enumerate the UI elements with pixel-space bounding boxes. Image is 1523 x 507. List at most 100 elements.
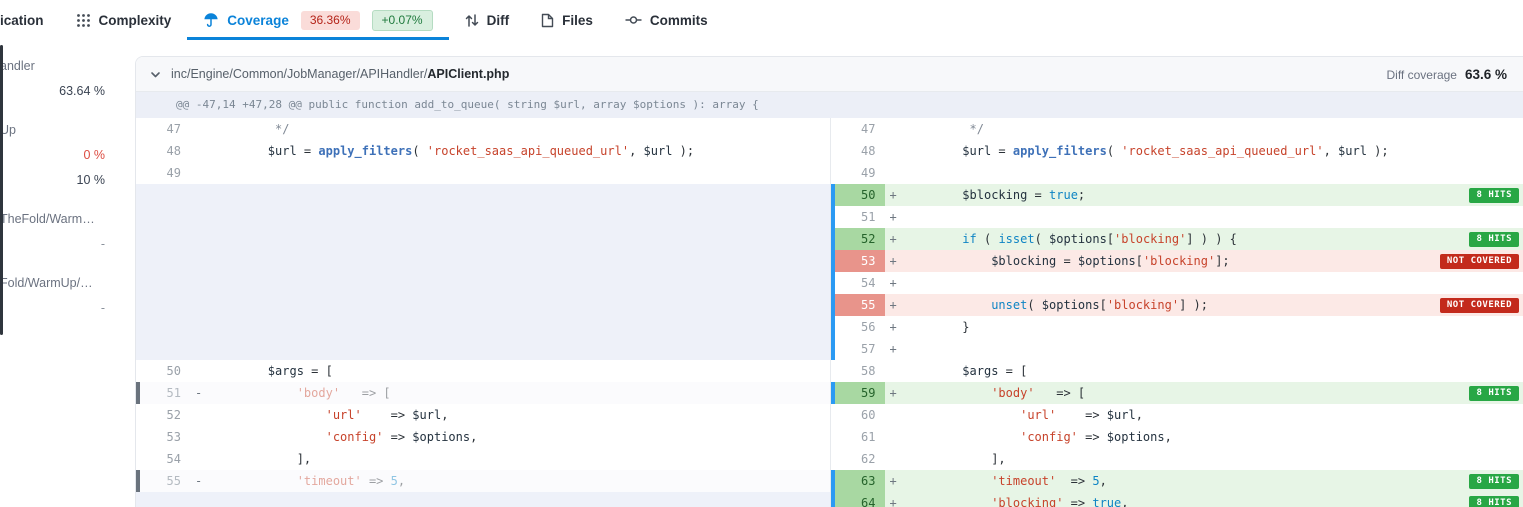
tab-coverage-label: Coverage — [227, 12, 289, 28]
diff-row: 53 'config' => $options, 61 'config' => $… — [136, 426, 1523, 448]
change-marker — [190, 448, 210, 470]
line-number[interactable]: 59 — [834, 382, 885, 404]
line-number[interactable]: 63 — [834, 470, 885, 492]
diff-line-left — [136, 272, 830, 294]
diff-row: 51 + — [136, 206, 1523, 228]
line-number[interactable]: 50 — [166, 364, 181, 378]
sidebar-item-up[interactable]: Up 0 % 10 % — [0, 118, 135, 193]
line-number[interactable]: 56 — [861, 320, 876, 334]
sidebar-item-handler[interactable]: andler 63.64 % — [0, 54, 135, 104]
file-header[interactable]: inc/Engine/Common/JobManager/APIHandler/… — [136, 57, 1523, 92]
line-number[interactable]: 54 — [166, 452, 181, 466]
change-marker — [885, 118, 905, 140]
change-marker — [885, 140, 905, 162]
line-number[interactable]: 53 — [166, 430, 181, 444]
code-line: $url = apply_filters( 'rocket_saas_api_q… — [962, 144, 1389, 158]
line-number[interactable]: 51 — [861, 210, 876, 224]
line-number[interactable]: 47 — [861, 122, 876, 136]
line-number[interactable]: 60 — [861, 408, 876, 422]
diff-row: 47 */47 */ — [136, 118, 1523, 140]
change-marker — [190, 360, 210, 382]
code-line: ], — [210, 452, 312, 466]
diff-line-left: 51- 'body' => [ — [136, 382, 830, 404]
sidebar-item-label: Up — [0, 123, 16, 137]
line-number[interactable]: 54 — [861, 276, 876, 290]
change-strip — [830, 250, 835, 272]
coverage-badge: 8 HITS — [1469, 495, 1519, 507]
code-line: unset( $options['blocking'] ); — [991, 298, 1208, 312]
coverage-badge: 8 HITS — [1469, 231, 1519, 247]
line-number[interactable]: 48 — [861, 144, 876, 158]
line-number[interactable]: 52 — [834, 228, 885, 250]
diff-line-right: 50 + $blocking = true; 8 HITS — [829, 184, 1523, 206]
coverage-badge: 8 HITS — [1469, 473, 1519, 489]
tab-ication-label: ication — [0, 12, 44, 28]
code-line: $args = [ — [962, 364, 1028, 378]
diff-row: 52 + if ( isset( $options['blocking'] ) )… — [136, 228, 1523, 250]
line-number[interactable]: 52 — [166, 408, 181, 422]
diff-row: 51- 'body' => [59 + 'body' => [8 HITS — [136, 382, 1523, 404]
code-line: $blocking = true; — [962, 188, 1086, 202]
code-line: $args = [ — [267, 364, 333, 378]
line-number[interactable]: 49 — [861, 166, 876, 180]
code-line: 'url' => $url, — [1020, 408, 1143, 422]
sidebar-item-coverage: 10 % — [76, 173, 106, 187]
line-number[interactable]: 61 — [861, 430, 876, 444]
line-number[interactable]: 50 — [834, 184, 885, 206]
file-tree-sidebar: andler 63.64 % Up 0 % 10 % TheFold/Warm…… — [0, 40, 135, 507]
file-diff-card: inc/Engine/Common/JobManager/APIHandler/… — [135, 56, 1523, 507]
code-line — [210, 162, 830, 184]
sidebar-item-label: Fold/WarmUp/… — [0, 276, 93, 290]
code-line: $blocking = $options['blocking']; — [991, 254, 1230, 268]
chevron-down-icon[interactable] — [150, 69, 161, 80]
tab-complexity-label: Complexity — [98, 12, 172, 28]
sidebar-item-fold-warmup[interactable]: Fold/WarmUp/… - — [0, 271, 135, 321]
change-marker: + — [889, 276, 897, 290]
tab-files-label: Files — [562, 12, 593, 28]
line-number[interactable]: 62 — [861, 452, 876, 466]
commits-icon — [625, 13, 642, 27]
tab-diff-label: Diff — [486, 12, 510, 28]
line-number[interactable]: 58 — [861, 364, 876, 378]
coverage-badge: 8 HITS — [1469, 385, 1519, 401]
change-marker: - — [195, 474, 203, 488]
diff-line-left: 47 */ — [136, 118, 830, 140]
coverage-delta-badge: +0.07% — [371, 9, 433, 31]
line-number[interactable]: 55 — [834, 294, 885, 316]
line-number[interactable]: 51 — [166, 386, 181, 400]
tab-commits[interactable]: Commits — [609, 0, 724, 40]
line-number[interactable]: 53 — [834, 250, 885, 272]
diff-line-right: 48 $url = apply_filters( 'rocket_saas_ap… — [829, 140, 1523, 162]
code-line: */ — [210, 122, 290, 136]
coverage-percent-badge: 36.36% — [300, 10, 360, 30]
change-marker — [885, 162, 905, 184]
change-strip — [136, 382, 140, 404]
line-number[interactable]: 64 — [834, 492, 885, 507]
line-number[interactable]: 48 — [166, 144, 181, 158]
tab-files[interactable]: Files — [525, 0, 609, 40]
sidebar-scrollbar[interactable] — [0, 45, 3, 335]
diff-line-left: 52 'url' => $url, — [136, 404, 830, 426]
code-line — [905, 338, 1523, 360]
diff-line-left: 55- 'timeout' => 5, — [136, 470, 830, 492]
tab-complexity[interactable]: Complexity — [60, 0, 188, 40]
tab-ication[interactable]: ication — [0, 0, 60, 40]
change-marker: + — [889, 298, 897, 312]
line-number[interactable]: 57 — [861, 342, 876, 356]
change-marker: + — [889, 232, 897, 246]
tab-coverage[interactable]: Coverage 36.36% +0.07% — [187, 0, 449, 40]
change-marker: + — [889, 342, 897, 356]
file-path: inc/Engine/Common/JobManager/APIHandler/ — [171, 67, 428, 81]
line-number[interactable]: 47 — [166, 122, 181, 136]
change-strip — [830, 382, 835, 404]
line-number[interactable]: 55 — [166, 474, 181, 488]
sidebar-item-coverage: 63.64 % — [59, 84, 105, 98]
code-line — [905, 272, 1523, 294]
line-number[interactable]: 49 — [166, 166, 181, 180]
sidebar-item-thefold-warm[interactable]: TheFold/Warm… - — [0, 207, 135, 257]
diff-row: 50 $args = [ 58 $args = [ — [136, 360, 1523, 382]
sidebar-item-label: TheFold/Warm… — [0, 212, 95, 226]
tab-diff[interactable]: Diff — [449, 0, 526, 40]
grid-icon — [76, 13, 91, 28]
change-strip — [830, 338, 835, 360]
